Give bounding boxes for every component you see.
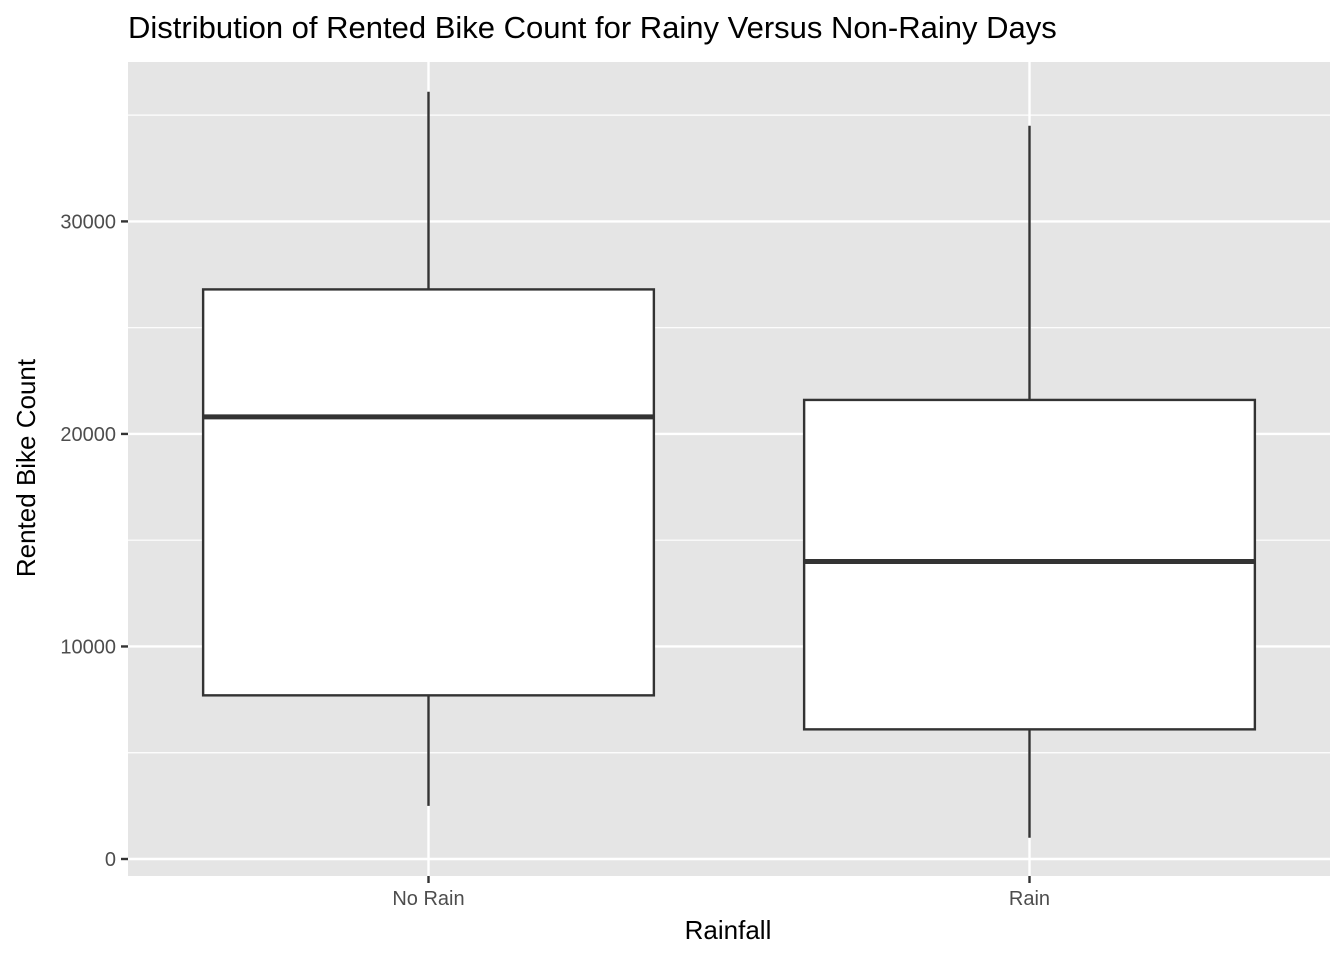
box-no-rain <box>201 91 656 806</box>
y-axis-title: Rented Bike Count <box>11 358 41 577</box>
chart-title: Distribution of Rented Bike Count for Ra… <box>128 10 1057 45</box>
x-axis-title: Rainfall <box>685 915 772 945</box>
box-iqr <box>201 288 656 697</box>
y-tick-label: 0 <box>105 849 116 871</box>
axes: 0 10000 20000 30000 No Rain Rain <box>60 211 1050 910</box>
x-tick-label: No Rain <box>392 888 464 910</box>
boxes <box>201 91 1257 838</box>
box-iqr <box>802 398 1257 731</box>
box-rain <box>802 125 1257 838</box>
x-tick-label: Rain <box>1009 888 1050 910</box>
y-tick-label: 20000 <box>60 424 116 446</box>
y-tick-label: 10000 <box>60 636 116 658</box>
y-tick-label: 30000 <box>60 211 116 233</box>
